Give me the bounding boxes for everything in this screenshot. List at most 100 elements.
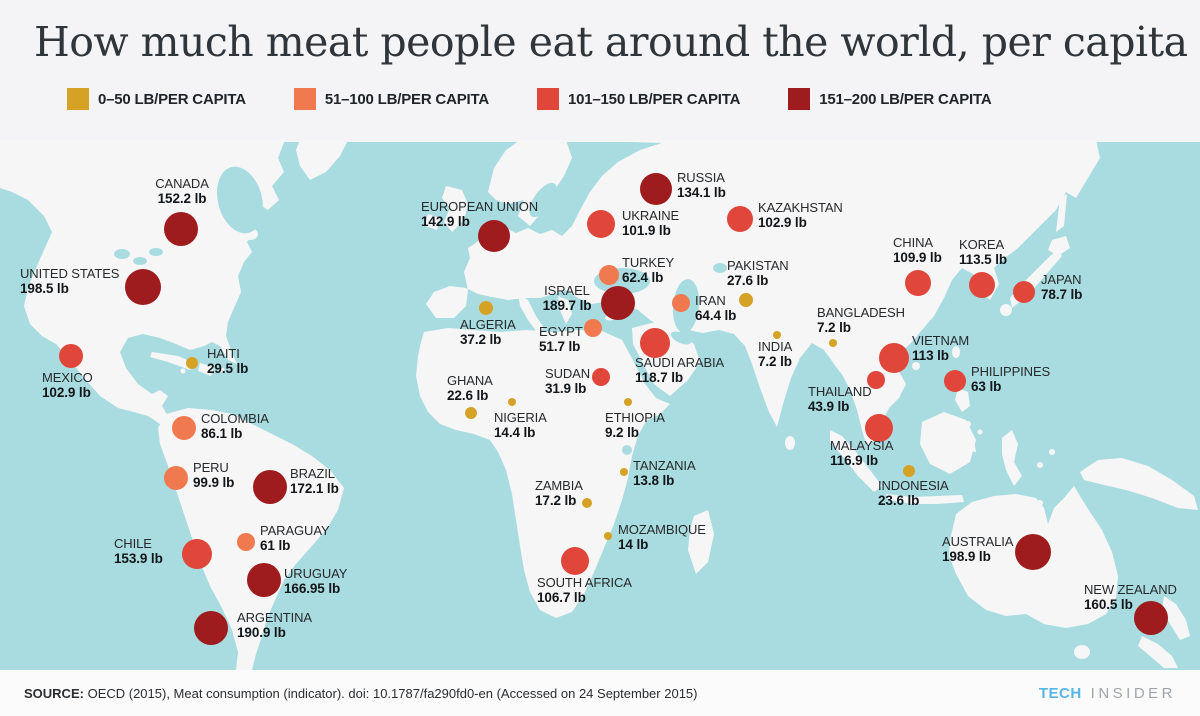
country-value: 99.9 lb bbox=[193, 475, 235, 490]
country-bubble-kazakhstan bbox=[727, 206, 753, 232]
country-name: ZAMBIA bbox=[535, 478, 583, 493]
aral-sea bbox=[713, 263, 727, 273]
legend-label: 101–150 LB/PER CAPITA bbox=[567, 90, 741, 108]
country-bubble-algeria bbox=[479, 301, 493, 315]
legend-label: 0–50 LB/PER CAPITA bbox=[98, 90, 246, 108]
country-name: UKRAINE bbox=[622, 208, 680, 223]
country-bubble-european-union bbox=[478, 220, 510, 252]
island-puerto-rico bbox=[219, 367, 225, 373]
country-value: 63 lb bbox=[971, 379, 1002, 394]
country-name: TURKEY bbox=[622, 255, 675, 270]
legend-item: 0–50 LB/PER CAPITA bbox=[67, 88, 246, 110]
country-name: INDIA bbox=[758, 339, 793, 354]
country-label-egypt: EGYPT 51.7 lb bbox=[539, 324, 583, 354]
country-value: 7.2 lb bbox=[758, 354, 792, 369]
country-label-haiti: HAITI 29.5 lb bbox=[207, 346, 248, 376]
country-value: 134.1 lb bbox=[677, 185, 726, 200]
country-bubble-korea bbox=[969, 272, 995, 298]
country-name: ALGERIA bbox=[460, 317, 516, 332]
country-name: PHILIPPINES bbox=[971, 364, 1051, 379]
country-value: 22.6 lb bbox=[447, 388, 489, 403]
country-bubble-pakistan bbox=[739, 293, 753, 307]
country-label-malaysia: MALAYSIA 116.9 lb bbox=[830, 438, 893, 468]
country-bubble-mexico bbox=[59, 344, 83, 368]
country-value: 29.5 lb bbox=[207, 361, 249, 376]
country-name: SUDAN bbox=[545, 366, 591, 381]
country-label-israel: ISRAEL 189.7 lb bbox=[543, 283, 592, 313]
country-label-indonesia: INDONESIA 23.6 lb bbox=[878, 478, 949, 508]
country-label-russia: RUSSIA 134.1 lb bbox=[677, 170, 726, 200]
country-label-canada: CANADA 152.2 lb bbox=[155, 176, 209, 206]
country-bubble-india bbox=[773, 331, 781, 339]
country-bubble-chile bbox=[182, 539, 212, 569]
country-label-korea: KOREA 113.5 lb bbox=[959, 237, 1007, 267]
country-name: IRAN bbox=[695, 293, 726, 308]
country-name: PERU bbox=[193, 460, 229, 475]
legend-label: 151–200 LB/PER CAPITA bbox=[819, 90, 992, 108]
island-hokkaido bbox=[1048, 236, 1070, 256]
country-bubble-canada bbox=[164, 212, 198, 246]
country-bubble-saudi-arabia bbox=[640, 328, 670, 358]
country-bubble-indonesia bbox=[903, 465, 915, 477]
source-citation: OECD (2015), Meat consumption (indicator… bbox=[87, 685, 698, 701]
country-value: 189.7 lb bbox=[542, 298, 592, 313]
country-bubble-tanzania bbox=[620, 468, 628, 476]
island-hispaniola bbox=[198, 363, 214, 376]
brand-logo: TECH INSIDER bbox=[1039, 685, 1176, 702]
country-value: 113 lb bbox=[912, 348, 949, 363]
country-bubble-iran bbox=[672, 294, 690, 312]
country-label-zambia: ZAMBIA 17.2 lb bbox=[535, 478, 583, 508]
island-great-britain bbox=[442, 186, 468, 232]
legend-swatch-orange bbox=[293, 88, 316, 110]
country-label-new-zealand: NEW ZEALAND 160.5 lb bbox=[1084, 582, 1177, 612]
baltic-sea bbox=[529, 182, 557, 218]
country-name: SAUDI ARABIA bbox=[635, 355, 725, 370]
country-bubble-ukraine bbox=[587, 210, 615, 238]
island-sakhalin bbox=[1056, 194, 1067, 232]
country-label-european-union: EUROPEAN UNION 142.9 lb bbox=[421, 199, 538, 229]
country-bubble-australia bbox=[1015, 534, 1051, 570]
lake-victoria bbox=[622, 445, 632, 455]
country-name: NEW ZEALAND bbox=[1084, 582, 1177, 597]
country-name: KOREA bbox=[959, 237, 1005, 252]
country-name: EUROPEAN UNION bbox=[421, 199, 539, 214]
country-bubble-israel bbox=[601, 286, 635, 320]
country-name: JAPAN bbox=[1041, 272, 1082, 287]
island-madagascar bbox=[688, 510, 714, 574]
country-name: CANADA bbox=[155, 176, 209, 191]
country-value: 37.2 lb bbox=[460, 332, 502, 347]
island-borneo bbox=[920, 412, 976, 474]
island-kyushu bbox=[1000, 304, 1012, 316]
footer: SOURCE: OECD (2015), Meat consumption (i… bbox=[0, 670, 1200, 716]
country-name: AUSTRALIA bbox=[942, 534, 1014, 549]
country-name: VIETNAM bbox=[912, 333, 970, 348]
island-tasmania bbox=[1074, 645, 1090, 659]
country-value: 198.5 lb bbox=[20, 281, 69, 296]
hudson-bay bbox=[216, 166, 264, 234]
country-bubble-russia bbox=[640, 173, 672, 205]
country-bubble-malaysia bbox=[865, 414, 893, 442]
brand-insider: INSIDER bbox=[1090, 684, 1176, 702]
country-label-ghana: GHANA 22.6 lb bbox=[447, 373, 493, 403]
country-bubble-united-states bbox=[125, 269, 161, 305]
legend-swatch-gold bbox=[67, 88, 89, 110]
country-name: SOUTH AFRICA bbox=[537, 575, 632, 590]
country-bubble-paraguay bbox=[237, 533, 255, 551]
country-value: 153.9 lb bbox=[114, 551, 163, 566]
country-label-philippines: PHILIPPINES 63 lb bbox=[971, 364, 1050, 394]
country-label-ukraine: UKRAINE 101.9 lb bbox=[622, 208, 679, 238]
country-value: 152.2 lb bbox=[157, 191, 207, 206]
country-label-australia: AUSTRALIA 198.9 lb bbox=[942, 534, 1013, 564]
country-name: HAITI bbox=[207, 346, 240, 361]
country-name: MOZAMBIQUE bbox=[618, 522, 706, 537]
country-value: 78.7 lb bbox=[1041, 287, 1083, 302]
country-bubble-nigeria bbox=[508, 398, 516, 406]
country-value: 102.9 lb bbox=[42, 385, 91, 400]
island-crete bbox=[566, 330, 578, 336]
country-bubble-uruguay bbox=[247, 563, 281, 597]
country-value: 31.9 lb bbox=[545, 381, 587, 396]
country-value: 43.9 lb bbox=[808, 399, 850, 414]
country-value: 62.4 lb bbox=[622, 270, 664, 285]
great-lake-3 bbox=[149, 248, 163, 256]
